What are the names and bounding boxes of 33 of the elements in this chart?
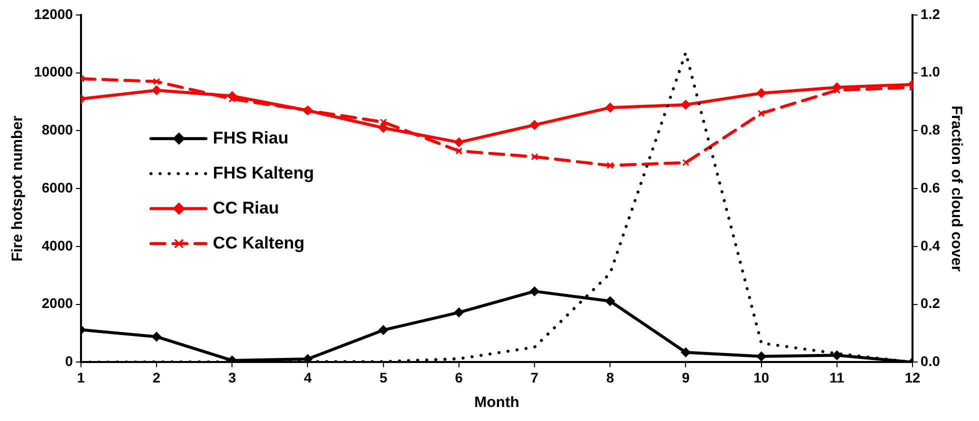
y2-tick-label: 0.2	[920, 295, 940, 312]
x-tick-label: 2	[152, 369, 161, 386]
y-tick-label: 0	[65, 353, 74, 370]
x-tick-label: 11	[830, 369, 845, 386]
x-tick-label: 8	[606, 369, 614, 386]
y2-tick-label: 1.0	[920, 64, 940, 80]
x-axis-title: Month	[474, 394, 520, 412]
y-tick-label: 6000	[42, 179, 74, 196]
y-tick-label: 4000	[42, 237, 74, 254]
legend-label: FHS Riau	[212, 128, 288, 148]
y-axis-title: Fire hotspot number	[9, 116, 26, 262]
y2-tick-label: 1.2	[920, 6, 940, 22]
y-tick-label: 12000	[34, 6, 74, 22]
y2-tick-label: 0.0	[920, 353, 940, 370]
y-tick-label: 10000	[34, 64, 74, 80]
legend-label: CC Riau	[212, 198, 280, 218]
x-tick-label: 10	[754, 369, 770, 386]
y-tick-label: 2000	[42, 295, 74, 312]
x-tick-label: 9	[682, 369, 690, 386]
y2-axis-title: Fraction of cloud cover	[948, 106, 965, 272]
x-tick-label: 12	[904, 369, 921, 386]
x-tick-label: 5	[379, 369, 388, 386]
x-tick-label: 7	[530, 369, 539, 386]
x-tick-label: 4	[304, 369, 312, 386]
x-tick-label: 1	[77, 369, 86, 386]
y2-tick-label: 0.6	[920, 179, 940, 196]
legend-label: FHS Kalteng	[212, 163, 314, 182]
legend-label: CC Kalteng	[212, 233, 305, 252]
y-tick-label: 8000	[42, 122, 74, 138]
x-tick-label: 3	[228, 369, 236, 386]
y2-tick-label: 0.8	[920, 122, 940, 138]
x-tick-label: 6	[455, 369, 464, 386]
y2-tick-label: 0.4	[920, 237, 940, 254]
